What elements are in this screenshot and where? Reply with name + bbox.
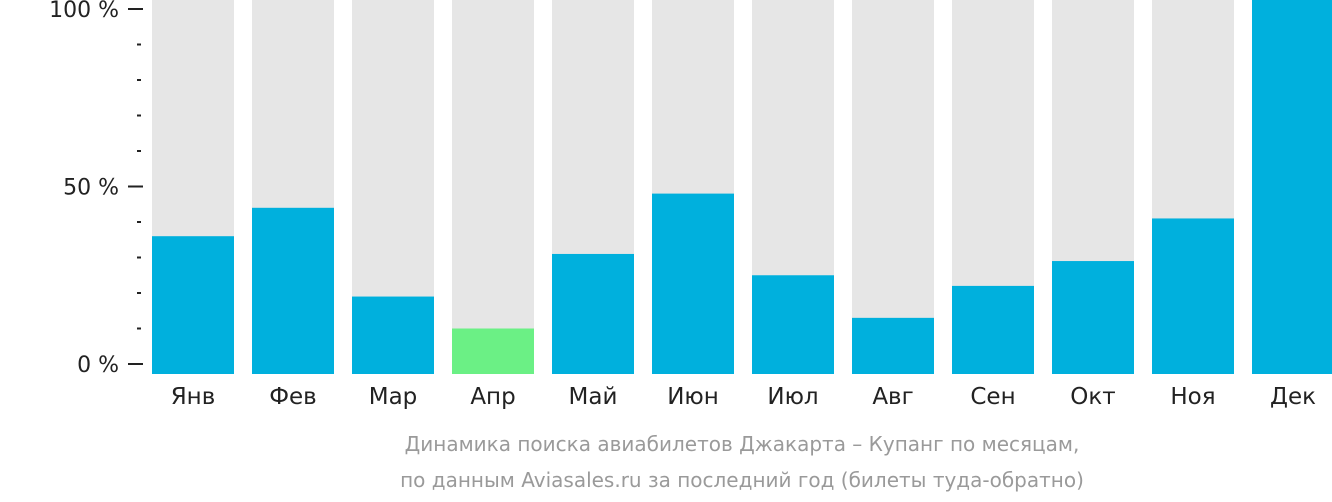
- y-tick-label-50: 50 %: [63, 176, 119, 201]
- bar-month-11: [1152, 218, 1234, 374]
- x-tick-label-month-1: Янв: [171, 384, 216, 410]
- bar-month-10: [1052, 261, 1134, 374]
- y-tick-label-100: 100 %: [49, 0, 119, 23]
- x-tick-label-month-7: Июл: [767, 384, 818, 410]
- bar-month-6: [652, 193, 734, 374]
- x-tick-label-month-4: Апр: [470, 384, 515, 410]
- x-tick-label-month-12: Дек: [1270, 384, 1316, 410]
- x-tick-label-month-3: Мар: [369, 384, 418, 410]
- x-tick-label-month-2: Фев: [269, 384, 317, 410]
- x-tick-label-month-9: Сен: [970, 384, 1015, 410]
- bar-month-12: [1252, 0, 1332, 374]
- bar-month-8: [852, 317, 934, 374]
- bar-month-3: [352, 296, 434, 374]
- bar-month-2: [252, 207, 334, 374]
- bar-month-5: [552, 253, 634, 374]
- bars-layer: [152, 0, 1332, 374]
- y-tick-label-0: 0 %: [77, 353, 119, 378]
- bar-month-9: [952, 285, 1034, 374]
- bar-track-month-8: [852, 0, 934, 374]
- chart-caption-line-2: по данным Aviasales.ru за последний год …: [400, 468, 1084, 492]
- x-tick-label-month-5: Май: [569, 384, 618, 410]
- bar-month-4: [452, 328, 534, 374]
- y-axis: 0 % 50 % 100 %: [49, 0, 143, 378]
- x-tick-label-month-6: Июн: [667, 384, 719, 410]
- bar-month-1: [152, 236, 234, 374]
- chart-caption-line-1: Динамика поиска авиабилетов Джакарта – К…: [405, 432, 1080, 456]
- x-tick-label-month-11: Ноя: [1170, 384, 1215, 410]
- x-tick-label-month-8: Авг: [872, 384, 913, 410]
- x-tick-label-month-10: Окт: [1070, 384, 1115, 410]
- bar-track-month-4: [452, 0, 534, 374]
- bar-month-7: [752, 275, 834, 374]
- x-axis-labels: Янв Фев Мар Апр Май Июн Июл Авг Сен Окт Ноя Дек: [171, 384, 1316, 410]
